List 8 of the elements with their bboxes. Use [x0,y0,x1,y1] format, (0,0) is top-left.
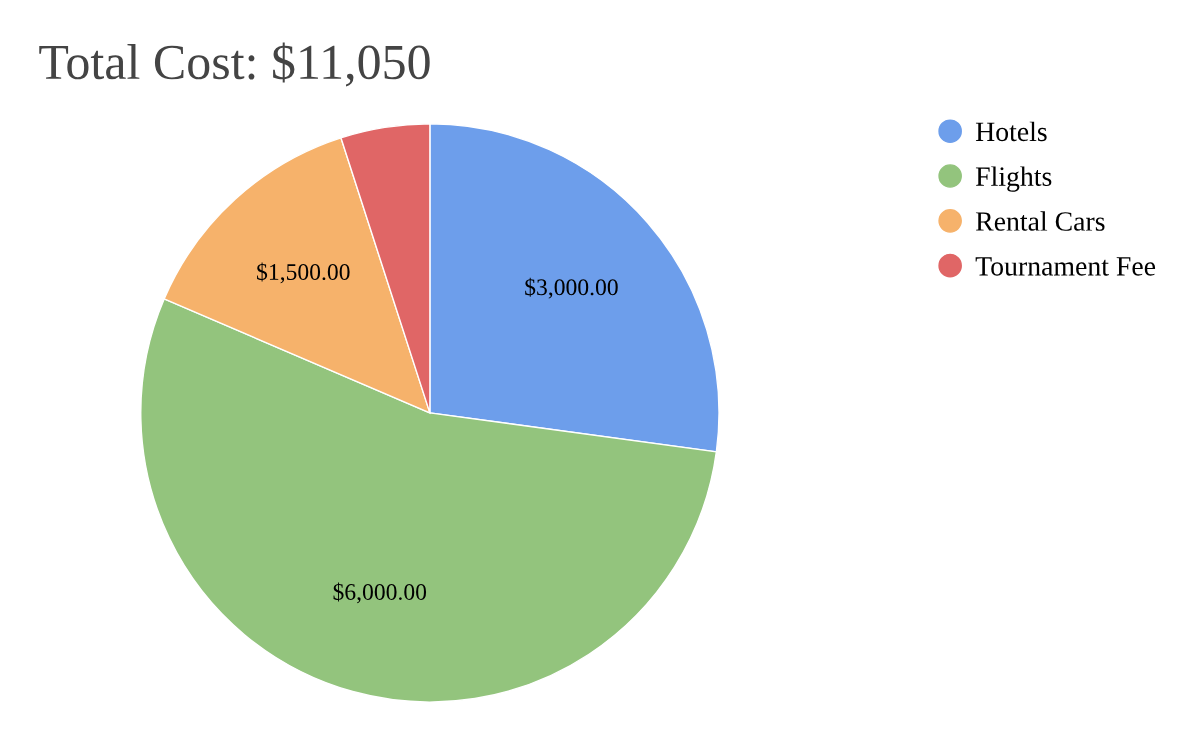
data-label: $1,500.00 [257,262,350,284]
legend-label: Hotels [975,121,1047,142]
data-label: $6,000.00 [333,582,427,604]
legend-label: Rental Cars [975,211,1105,231]
data-label: $3,000.00 [525,277,618,299]
legend-label: Tournament Fee [975,257,1156,276]
chart-title: Total Cost: $11,050 [39,42,430,87]
legend-label: Flights [975,166,1052,192]
